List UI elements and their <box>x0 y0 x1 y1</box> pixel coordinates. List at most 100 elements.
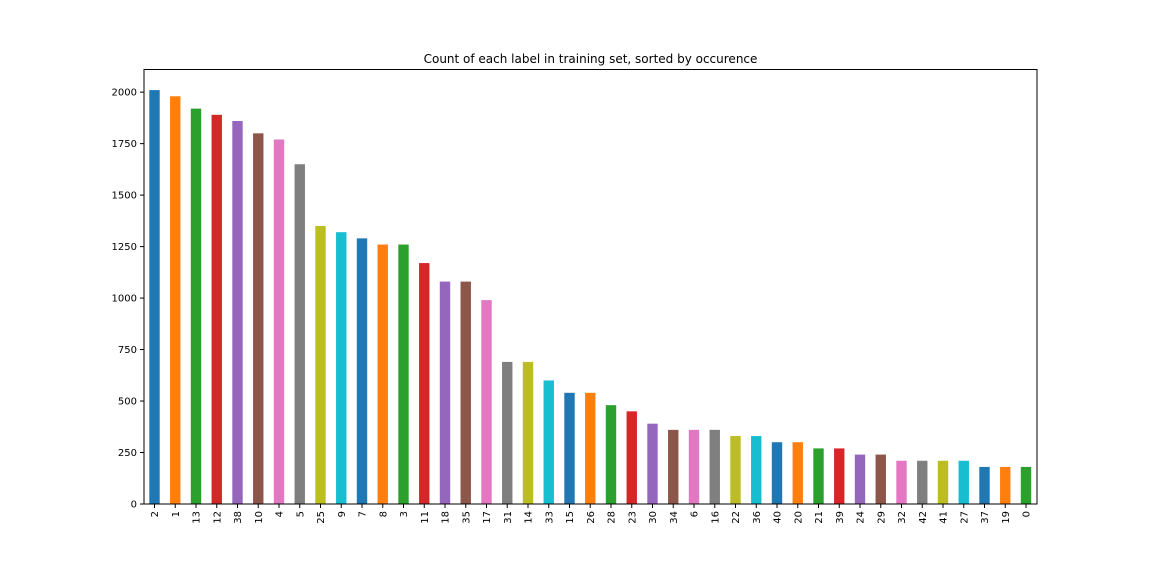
y-axis: 0 250 500 750 1000 1250 1500 1750 2000 <box>112 88 144 511</box>
x-tick-label: 15 <box>565 511 576 524</box>
x-tick-label: 10 <box>254 511 265 524</box>
x-tick-label: 39 <box>835 511 846 524</box>
plot-frame <box>143 69 1038 505</box>
bar-41 <box>937 460 949 504</box>
x-tick-label: 3 <box>399 511 410 517</box>
y-tick-label: 1250 <box>112 242 137 253</box>
bar-5 <box>294 164 305 505</box>
bar-4 <box>273 139 285 504</box>
x-tick-label: 37 <box>980 511 991 524</box>
bar-21 <box>813 448 824 504</box>
bar-35 <box>460 281 471 504</box>
x-tick-label: 27 <box>959 511 970 524</box>
bar-36 <box>751 436 762 504</box>
x-tick-label: 11 <box>420 511 431 524</box>
x-tick-label: 13 <box>192 511 203 524</box>
bar-12 <box>211 114 222 504</box>
bar-20 <box>792 442 803 504</box>
x-tick-label: 38 <box>233 511 244 524</box>
bar-27 <box>958 460 969 504</box>
bar-22 <box>730 436 741 504</box>
y-tick-label: 500 <box>118 397 137 408</box>
x-tick-label: 17 <box>482 511 493 524</box>
bar-33 <box>543 380 554 504</box>
x-tick-label: 4 <box>275 511 286 517</box>
x-tick-label: 26 <box>586 511 597 524</box>
bar-29 <box>875 454 886 504</box>
bar-37 <box>979 466 990 504</box>
bar-3 <box>398 244 409 505</box>
bar-31 <box>502 361 513 504</box>
x-tick-label: 30 <box>648 511 659 524</box>
x-tick-label: 0 <box>1022 511 1033 517</box>
x-tick-label: 19 <box>1001 511 1012 524</box>
chart-title: Count of each label in training set, sor… <box>424 52 758 66</box>
x-tick-label: 23 <box>627 511 638 524</box>
x-tick-label: 33 <box>544 511 555 524</box>
bar-0 <box>1020 466 1032 504</box>
bar-8 <box>377 244 388 505</box>
bar-26 <box>585 392 596 504</box>
bar-24 <box>854 454 866 504</box>
y-tick-label: 250 <box>118 448 137 459</box>
bar-6 <box>688 429 700 504</box>
x-tick-label: 5 <box>295 511 306 517</box>
bar-1 <box>170 96 181 504</box>
bar-34 <box>668 429 679 504</box>
bar-15 <box>564 392 575 504</box>
y-tick-label: 1500 <box>112 191 137 202</box>
y-tick-label: 1000 <box>112 294 137 305</box>
bar-19 <box>1000 466 1011 504</box>
bar-11 <box>419 263 430 504</box>
y-tick-label: 0 <box>131 500 137 511</box>
y-tick-label: 1750 <box>112 139 137 150</box>
bar-16 <box>709 429 720 504</box>
x-tick-label: 41 <box>939 511 950 524</box>
x-tick-label: 28 <box>607 511 618 524</box>
x-tick-label: 20 <box>793 511 804 524</box>
bar-9 <box>336 232 347 504</box>
x-tick-label: 2 <box>150 511 161 517</box>
bar-28 <box>605 405 617 504</box>
bar-25 <box>315 226 326 504</box>
bar-23 <box>626 411 637 504</box>
bars <box>149 90 1032 505</box>
x-tick-label: 22 <box>731 511 742 524</box>
x-tick-label: 7 <box>358 511 369 517</box>
bar-2 <box>149 90 160 505</box>
x-tick-label: 16 <box>710 511 721 524</box>
y-tick-label: 750 <box>118 345 137 356</box>
x-tick-label: 9 <box>337 511 348 517</box>
x-tick-label: 18 <box>441 511 452 524</box>
bar-40 <box>771 442 783 504</box>
bar-14 <box>522 361 534 504</box>
x-tick-label: 32 <box>897 511 908 524</box>
x-tick-label: 12 <box>212 511 223 524</box>
x-tick-label: 21 <box>814 511 825 524</box>
x-tick-label: 36 <box>752 511 763 524</box>
x-tick-label: 31 <box>503 511 514 524</box>
bar-38 <box>232 120 243 504</box>
bar-39 <box>834 448 845 504</box>
bar-13 <box>190 108 202 504</box>
x-tick-label: 8 <box>378 511 389 517</box>
x-tick-label: 29 <box>876 511 887 524</box>
bar-30 <box>647 423 658 504</box>
bar-7 <box>356 238 368 504</box>
x-tick-label: 40 <box>773 511 784 524</box>
x-tick-label: 42 <box>918 511 929 524</box>
x-axis: 2 1 13 12 38 10 4 5 25 9 7 8 3 11 18 35 17 31 14 33 15 26 28 23… <box>150 504 1033 524</box>
x-tick-label: 24 <box>856 511 867 524</box>
x-tick-label: 34 <box>669 511 680 524</box>
bar-42 <box>917 460 928 504</box>
x-tick-label: 14 <box>524 511 535 524</box>
x-tick-label: 6 <box>690 511 701 517</box>
bar-10 <box>253 133 264 504</box>
bar-17 <box>481 300 492 504</box>
x-tick-label: 1 <box>171 511 182 517</box>
y-tick-label: 2000 <box>112 88 137 99</box>
bar-18 <box>439 281 451 504</box>
bar-32 <box>896 460 907 504</box>
x-tick-label: 35 <box>461 511 472 524</box>
